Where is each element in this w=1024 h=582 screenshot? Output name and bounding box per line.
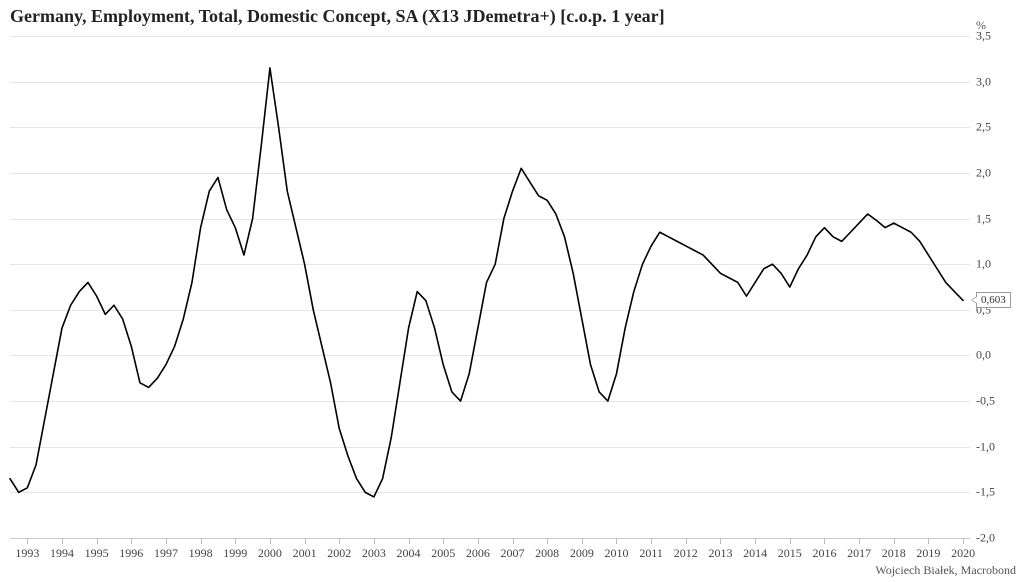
- y-tick-label: 3,0: [976, 74, 991, 89]
- x-tick-mark: [374, 538, 375, 544]
- x-tick-label: 2015: [778, 546, 802, 561]
- y-tick-label: 2,5: [976, 120, 991, 135]
- source-label: Wojciech Białek, Macrobond: [875, 563, 1016, 578]
- x-tick-mark: [62, 538, 63, 544]
- chart-container: Germany, Employment, Total, Domestic Con…: [0, 0, 1024, 582]
- x-tick-label: 2014: [743, 546, 767, 561]
- x-tick-mark: [166, 538, 167, 544]
- x-tick-mark: [894, 538, 895, 544]
- y-tick-label: 0,0: [976, 348, 991, 363]
- x-tick-mark: [201, 538, 202, 544]
- x-tick-mark: [131, 538, 132, 544]
- x-tick-label: 2000: [258, 546, 282, 561]
- x-tick-mark: [720, 538, 721, 544]
- x-tick-label: 2010: [604, 546, 628, 561]
- x-tick-mark: [547, 538, 548, 544]
- x-tick-label: 2013: [708, 546, 732, 561]
- y-tick-label: 1,5: [976, 211, 991, 226]
- x-tick-mark: [270, 538, 271, 544]
- x-tick-mark: [824, 538, 825, 544]
- x-tick-label: 1993: [15, 546, 39, 561]
- x-tick-mark: [651, 538, 652, 544]
- y-tick-label: -1,0: [976, 439, 995, 454]
- x-tick-label: 1997: [154, 546, 178, 561]
- y-tick-label: -1,5: [976, 485, 995, 500]
- y-tick-label: 2,0: [976, 165, 991, 180]
- x-tick-label: 2011: [639, 546, 663, 561]
- y-tick-label: -0,5: [976, 394, 995, 409]
- x-tick-label: 2008: [535, 546, 559, 561]
- x-tick-label: 2004: [397, 546, 421, 561]
- x-tick-label: 2001: [293, 546, 317, 561]
- x-tick-label: 1998: [189, 546, 213, 561]
- x-tick-mark: [305, 538, 306, 544]
- x-tick-label: 2018: [882, 546, 906, 561]
- x-tick-mark: [859, 538, 860, 544]
- x-tick-label: 2007: [501, 546, 525, 561]
- last-value-callout: 0,603: [976, 292, 1011, 308]
- x-tick-mark: [97, 538, 98, 544]
- x-tick-label: 2003: [362, 546, 386, 561]
- x-tick-mark: [478, 538, 479, 544]
- y-tick-label: 1,0: [976, 257, 991, 272]
- series-line: [10, 36, 970, 538]
- y-tick-label: -2,0: [976, 531, 995, 546]
- x-tick-label: 2020: [951, 546, 975, 561]
- x-tick-label: 2005: [431, 546, 455, 561]
- x-tick-mark: [755, 538, 756, 544]
- chart-title: Germany, Employment, Total, Domestic Con…: [10, 6, 665, 27]
- x-tick-label: 1995: [85, 546, 109, 561]
- x-tick-label: 2017: [847, 546, 871, 561]
- x-tick-mark: [235, 538, 236, 544]
- x-tick-label: 2009: [570, 546, 594, 561]
- x-tick-label: 1996: [119, 546, 143, 561]
- x-axis-line: [10, 538, 970, 539]
- x-tick-mark: [963, 538, 964, 544]
- x-tick-label: 2006: [466, 546, 490, 561]
- x-tick-mark: [27, 538, 28, 544]
- x-tick-label: 2016: [812, 546, 836, 561]
- x-tick-mark: [443, 538, 444, 544]
- x-tick-mark: [513, 538, 514, 544]
- x-tick-label: 2012: [674, 546, 698, 561]
- x-tick-mark: [790, 538, 791, 544]
- x-tick-label: 2019: [916, 546, 940, 561]
- x-tick-mark: [928, 538, 929, 544]
- x-tick-label: 1994: [50, 546, 74, 561]
- x-tick-mark: [582, 538, 583, 544]
- x-tick-mark: [616, 538, 617, 544]
- x-tick-mark: [686, 538, 687, 544]
- x-tick-label: 2002: [327, 546, 351, 561]
- x-tick-mark: [409, 538, 410, 544]
- plot-area: 3,53,02,52,01,51,00,50,0-0,5-1,0-1,5-2,0…: [10, 36, 970, 538]
- y-tick-label: 3,5: [976, 29, 991, 44]
- x-tick-mark: [339, 538, 340, 544]
- x-tick-label: 1999: [223, 546, 247, 561]
